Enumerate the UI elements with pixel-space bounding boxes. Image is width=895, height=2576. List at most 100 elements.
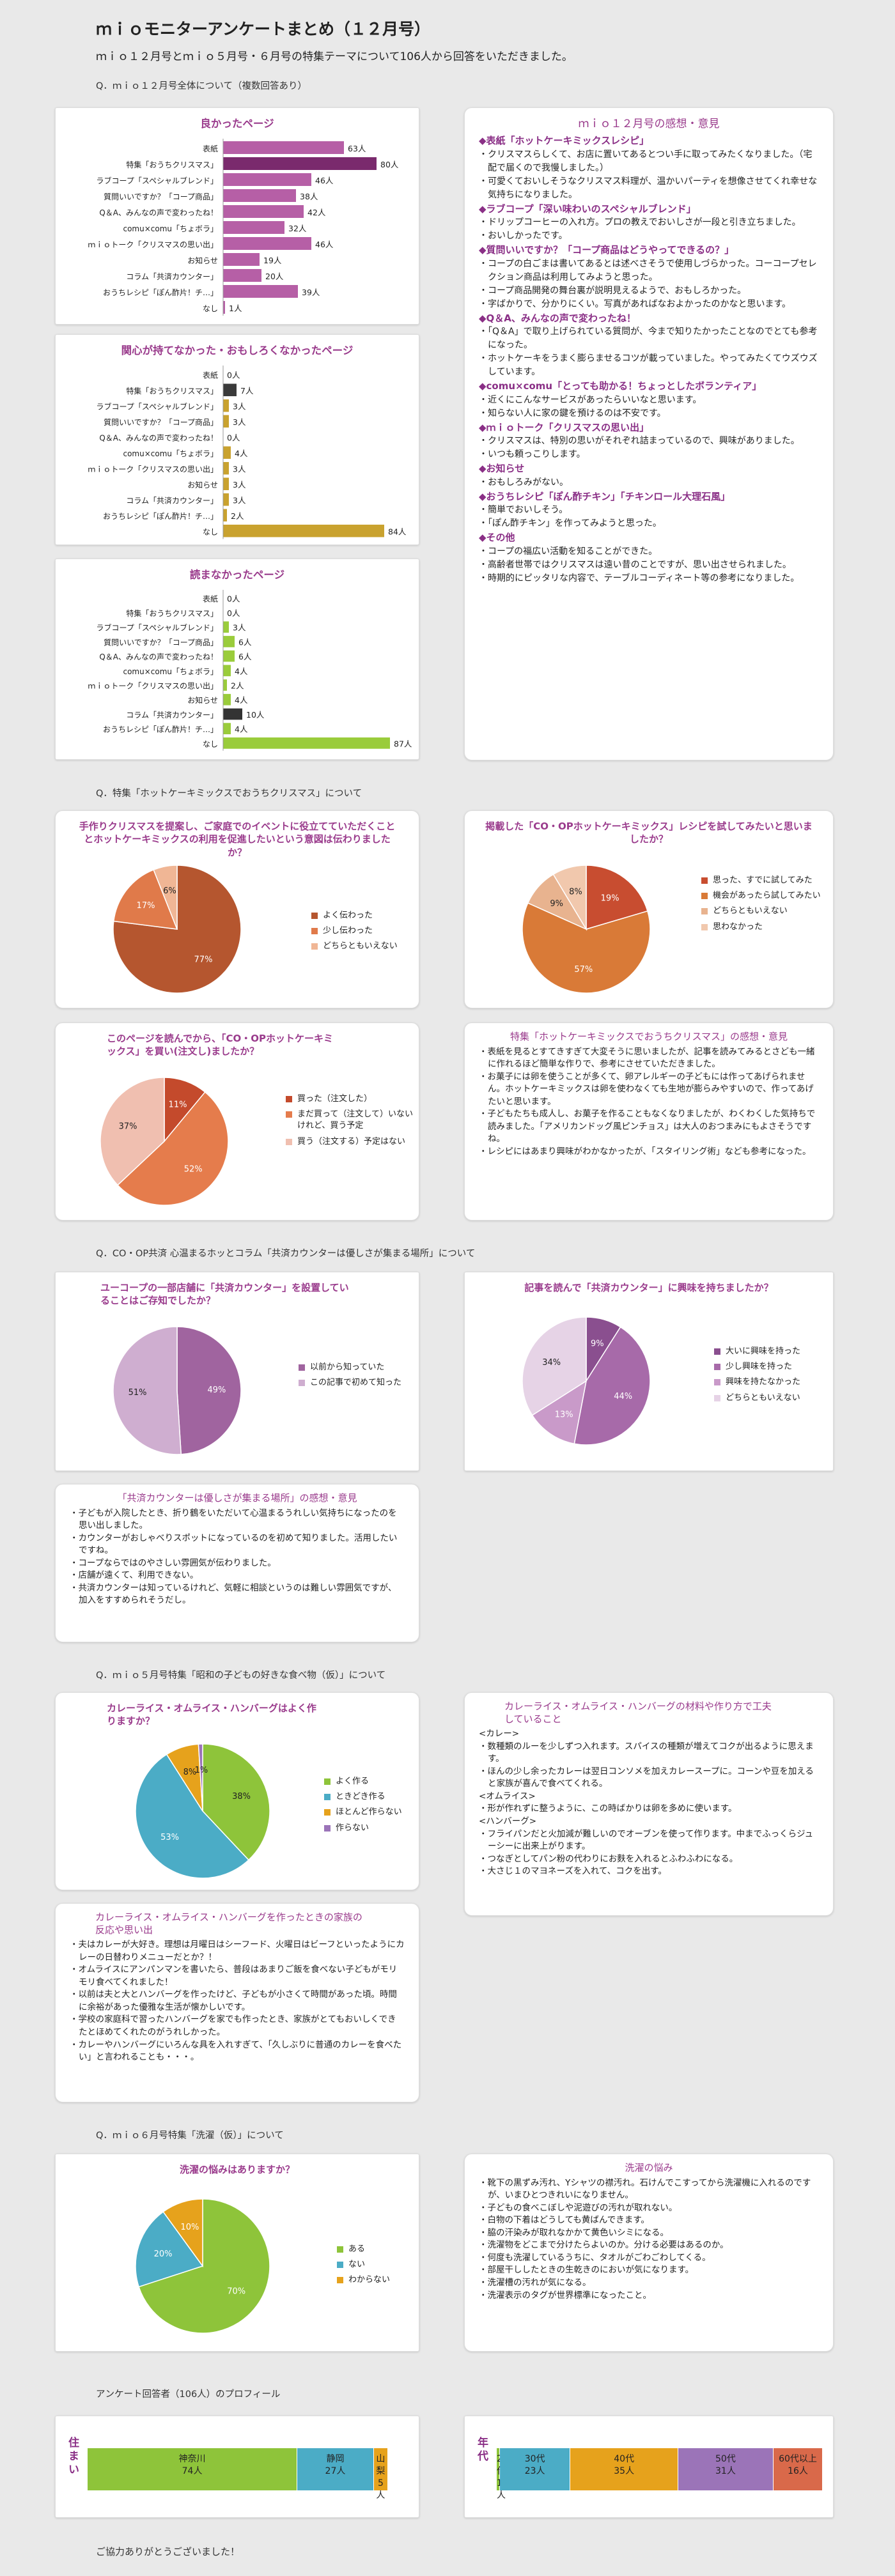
- comment-item: ・お菓子には卵を使うことが多くて、卵アレルギーの子どもには作ってあげられません。…: [479, 1071, 814, 1107]
- bar-category-label: 表紙: [203, 594, 218, 603]
- bar-category-label: コラム「共済カウンター」: [126, 710, 218, 720]
- pie-slice: [153, 865, 178, 930]
- legend-swatch: [324, 1778, 331, 1785]
- bar-category-label: おうちレシピ「ぽん酢片！チ…」: [103, 511, 218, 521]
- comment-item: ・学校の家庭科で習ったハンバーグを家でも作ったとき、家族がとてもおいしくできたと…: [70, 2014, 396, 2037]
- bar: [223, 493, 229, 506]
- pie-slice: [573, 1326, 651, 1446]
- bar-value-label: 2人: [231, 511, 244, 521]
- profile-segment-name: 50代: [715, 2454, 736, 2464]
- legend-swatch: [701, 877, 708, 884]
- bar: [223, 509, 227, 521]
- bar: [223, 621, 229, 633]
- bar-category-label: お知らせ: [187, 696, 218, 705]
- legend-label: わからない: [348, 2275, 391, 2285]
- pie-slice: [162, 2198, 203, 2268]
- legend-swatch: [311, 928, 318, 935]
- residence-box: 住まい 神奈川 74人 静岡 27人 山梨 5人: [55, 2416, 419, 2518]
- legend-entry: 以前から知っていた: [299, 1362, 414, 1373]
- notinterest-pages-chart: 関心が持てなかった・おもしろくなかったページ 表紙 0人 特集「おうちクリスマス」 7…: [55, 334, 419, 545]
- legend-swatch: [324, 1794, 331, 1801]
- page-title: ｍｉｏモニターアンケートまとめ（１２月号）: [96, 20, 431, 38]
- pie-slice: [198, 1743, 203, 1812]
- legend-label: 少し伝わった: [323, 926, 373, 936]
- kyosai-pie2: 9% 44% 13% 34%: [522, 1316, 651, 1446]
- comment-item: ・洗濯物をどこまで分けたらよいのか。分ける必要はあるのか。: [479, 2240, 729, 2251]
- legend-entry: ときどき作る: [324, 1791, 419, 1803]
- pie-value-label: 53%: [160, 1833, 179, 1842]
- comment-item: ・何度も洗濯しているうちに、タオルがごわごわしてくる。: [479, 2252, 711, 2263]
- xmas-comments-title: 特集「ホットケーキミックスでおうちクリスマス」の感想・意見: [510, 1031, 788, 1042]
- legend-swatch: [299, 1364, 305, 1371]
- bar: [223, 399, 229, 412]
- bar-value-label: 80人: [380, 160, 399, 169]
- bar-category-label: 特集「おうちクリスマス」: [126, 160, 218, 169]
- legend-swatch: [311, 943, 318, 950]
- legend-entry: 大いに興味を持った: [714, 1346, 829, 1357]
- legend-swatch: [286, 1138, 292, 1145]
- pie-value-label: 52%: [184, 1164, 203, 1174]
- legend-entry: どちらともいえない: [701, 906, 823, 917]
- bar-category-label: comu×comu「ちょボラ」: [123, 667, 218, 676]
- bar: [223, 525, 384, 537]
- legend-label: どちらともいえない: [726, 1392, 800, 1403]
- legend-label: ない: [348, 2260, 366, 2270]
- legend-entry: ある: [337, 2244, 414, 2255]
- bar-value-label: 4人: [235, 695, 248, 705]
- legend-label: 作らない: [336, 1823, 370, 1833]
- pie-value-label: 1%: [195, 1766, 208, 1775]
- residence-label: 住まい: [66, 2437, 79, 2477]
- bar-category-label: 表紙: [203, 371, 218, 380]
- comment-item: ・ドリップコーヒーの入れ方。プロの教えでおいしさが一段と引き立ちました。: [479, 217, 801, 228]
- kyosai-comments-box: 「共済カウンターは優しさが集まる場所」の感想・意見 ・子どもが入院したとき、折り…: [55, 1484, 419, 1642]
- bar: [223, 665, 231, 677]
- age-box: 年代 20代1人30代23人40代35人50代31人60代以上16人: [464, 2416, 834, 2518]
- legend-swatch: [701, 923, 708, 930]
- xmas-pie2: 19% 57% 9% 8%: [522, 865, 651, 994]
- pie-slice: [202, 1743, 270, 1861]
- comment-item: ・時期的にピッタリな内容で、テーブルコーディネート等の参考になりました。: [479, 573, 800, 583]
- pie-slice: [138, 2198, 270, 2334]
- comment-item: ・洗濯表示のタグが世界標準になったこと。: [479, 2290, 651, 2301]
- bar-value-label: 19人: [263, 256, 282, 265]
- comment-item: ・「ぽん酢チキン」を作ってみようと思った。: [479, 518, 662, 529]
- comment-item: ・大さじ１のマヨネーズを入れて、コクを出す。: [479, 1866, 667, 1877]
- legend-label: よく伝わった: [323, 911, 373, 920]
- bar-category-label: ラブコープ「スペシャルブレンド」: [97, 402, 218, 412]
- bar-category-label: なし: [203, 304, 218, 313]
- xmas-pie3-legend: 買った（注文した） まだ買って（注文して）いないけれど、買う予定 買う（注文する）予…: [286, 1093, 414, 1152]
- comment-item: ・クリスマスは、特別の思いがそれぞれ詰まっているので、興味がありました。: [479, 436, 800, 447]
- legend-entry: この記事で初めて知った: [299, 1377, 414, 1389]
- comment-item: ・以前は夫と大とハンバーグを作ったけど、子どもが小さくて時間があった頃。時間に余…: [70, 1989, 397, 2012]
- pie-value-label: 57%: [574, 965, 593, 975]
- comment-item: ・「Q＆A」で取り上げられている質問が、今まで知りたかったことなのでとても参考に…: [479, 327, 818, 351]
- bar-category-label: Q＆A、みんなの声で変わったね！: [99, 433, 218, 443]
- legend-label: ある: [348, 2244, 366, 2254]
- may-pie1: 38% 53% 8%1%: [135, 1743, 270, 1879]
- comment-section-heading: ◆ラブコープ「深い味わいのスペシャルブレンド」: [479, 203, 696, 215]
- legend-swatch: [714, 1364, 720, 1371]
- legend-entry: 少し伝わった: [311, 925, 414, 937]
- may-memories-title: カレーライス・オムライス・ハンバーグを作ったときの家族の反応や思い出: [95, 1911, 362, 1936]
- profile-segment: 60代以上 16人: [774, 2448, 823, 2490]
- comment-item: ・子どもたちも成人し、お菓子を作ることもなくなりましたが、わくわくした気持ちで読…: [479, 1109, 816, 1145]
- xmas-comments-list: ・表紙を見るとすてきすぎて大変そうに思いましたが、記事を読みてみるとさども一緒に…: [479, 1046, 819, 1159]
- comment-item: ・簡単でおいしそう。: [479, 505, 568, 516]
- kyosai-pie1: 49% 51%: [113, 1326, 242, 1455]
- bar-category-label: なし: [203, 528, 218, 537]
- comment-item: ・可愛くておいしそうなクリスマス料理が、温かいパーティを想像させてくれ幸せな気持…: [479, 176, 818, 200]
- bar-category-label: おうちレシピ「ぽん酢片！チ…」: [103, 725, 218, 734]
- bar-category-label: 質問いいですか？「コープ商品」: [104, 637, 218, 647]
- kyosai-comments-list: ・子どもが入院したとき、折り鶴をいただいて心温まるうれしい気持ちになったのを思い…: [70, 1508, 405, 1608]
- bar-category-label: comu×comu「ちょボラ」: [123, 449, 218, 458]
- comment-item: ・つなぎとしてパン粉の代わりにお麩を入れるとふわふわになる。: [479, 1853, 738, 1864]
- profile-segment: 50代 31人: [678, 2448, 774, 2490]
- comment-item: ・おいしかったです。: [479, 231, 568, 242]
- pie-value-label: 20%: [154, 2249, 173, 2259]
- bar: [223, 446, 231, 459]
- bar-category-label: お知らせ: [187, 256, 218, 265]
- bar: [223, 173, 311, 186]
- legend-entry: 買った（注文した）: [286, 1093, 414, 1105]
